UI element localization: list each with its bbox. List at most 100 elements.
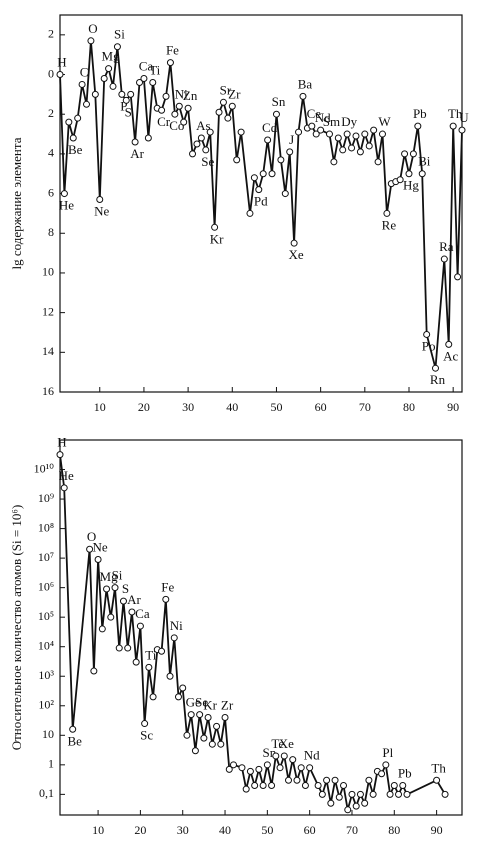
data-point [90, 667, 98, 675]
y-tick-label: 16 [42, 384, 54, 398]
x-tick-label: 30 [177, 823, 189, 837]
point-label: Ac [443, 348, 458, 363]
data-point [423, 330, 431, 338]
point-label: Kr [203, 698, 217, 713]
data-point [149, 693, 157, 701]
data-point [356, 790, 364, 798]
point-label: Ni [170, 618, 183, 633]
point-label: Ca [139, 58, 154, 73]
point-label: J [289, 132, 294, 147]
data-point [158, 647, 166, 655]
data-point [250, 174, 258, 182]
y-tick-label: 12 [42, 304, 54, 318]
point-label: Ne [94, 204, 109, 219]
y-tick-label: 10⁹ [38, 491, 54, 505]
data-point [191, 747, 199, 755]
data-point [56, 71, 64, 79]
point-label: Th [431, 760, 446, 775]
x-tick-label: 70 [346, 823, 358, 837]
data-point [225, 765, 233, 773]
data-point [141, 720, 149, 728]
data-point [202, 146, 210, 154]
point-label: Ce [307, 106, 322, 121]
point-label: Pd [254, 194, 268, 209]
point-label: S [122, 581, 129, 596]
data-point [233, 156, 241, 164]
data-point [361, 130, 369, 138]
data-point [208, 740, 216, 748]
data-point [433, 776, 441, 784]
data-point [301, 781, 309, 789]
y-tick-label: 10¹⁰ [34, 461, 55, 475]
data-point [289, 756, 297, 764]
data-point [396, 176, 404, 184]
y-tick-label: 10⁴ [38, 638, 54, 652]
data-point [149, 78, 157, 86]
data-point [56, 451, 64, 459]
x-tick-label: 20 [134, 823, 146, 837]
data-point [312, 130, 320, 138]
data-point [115, 644, 123, 652]
y-tick-label: 10⁵ [38, 609, 54, 623]
data-point [179, 684, 187, 692]
point-label: Ba [298, 76, 313, 91]
point-label: Pb [398, 765, 412, 780]
data-point [86, 545, 94, 553]
data-point [162, 595, 170, 603]
y-tick-label: 10² [38, 698, 54, 712]
data-point [378, 770, 386, 778]
point-label: Fe [161, 579, 174, 594]
point-label: Bi [418, 154, 431, 169]
data-point [348, 144, 356, 152]
x-tick-label: 90 [447, 400, 459, 414]
point-label: Xe [289, 247, 304, 262]
data-point [171, 110, 179, 118]
x-tick-label: 80 [388, 823, 400, 837]
data-point [405, 170, 413, 178]
point-label: Ar [130, 146, 144, 161]
data-point [237, 128, 245, 136]
data-point [331, 776, 339, 784]
data-point [189, 150, 197, 158]
data-point [211, 223, 219, 231]
y-tick-label: 14 [42, 344, 54, 358]
point-label: Pl [382, 745, 393, 760]
data-point [132, 658, 140, 666]
data-point [327, 799, 335, 807]
data-point [119, 597, 127, 605]
data-point [330, 158, 338, 166]
point-label: Fe [166, 43, 179, 58]
point-label: Si [114, 27, 125, 42]
point-label: Se [201, 154, 214, 169]
point-label: Pb [413, 106, 427, 121]
data-point [183, 731, 191, 739]
y-tick-label: 10 [42, 265, 54, 279]
x-tick-label: 10 [94, 400, 106, 414]
point-label: Ca [135, 606, 150, 621]
data-point [193, 140, 201, 148]
y-tick-label: 10⁷ [38, 550, 54, 564]
data-point [144, 134, 152, 142]
data-point [297, 764, 305, 772]
data-point [318, 790, 326, 798]
data-point [217, 740, 225, 748]
point-label: H [57, 435, 66, 450]
point-label: Mg [102, 49, 121, 64]
data-point [98, 625, 106, 633]
data-point [374, 158, 382, 166]
data-point [122, 96, 130, 104]
data-point [166, 59, 174, 67]
data-point [69, 725, 77, 733]
data-point [228, 102, 236, 110]
data-point [238, 764, 246, 772]
x-tick-label: 40 [219, 823, 231, 837]
point-label: Be [67, 733, 82, 748]
data-point [200, 734, 208, 742]
data-point [96, 196, 104, 204]
data-point [60, 484, 68, 492]
x-tick-label: 70 [359, 400, 371, 414]
x-tick-label: 60 [304, 823, 316, 837]
x-tick-label: 50 [270, 400, 282, 414]
data-point [399, 781, 407, 789]
point-label: Te [271, 736, 284, 751]
